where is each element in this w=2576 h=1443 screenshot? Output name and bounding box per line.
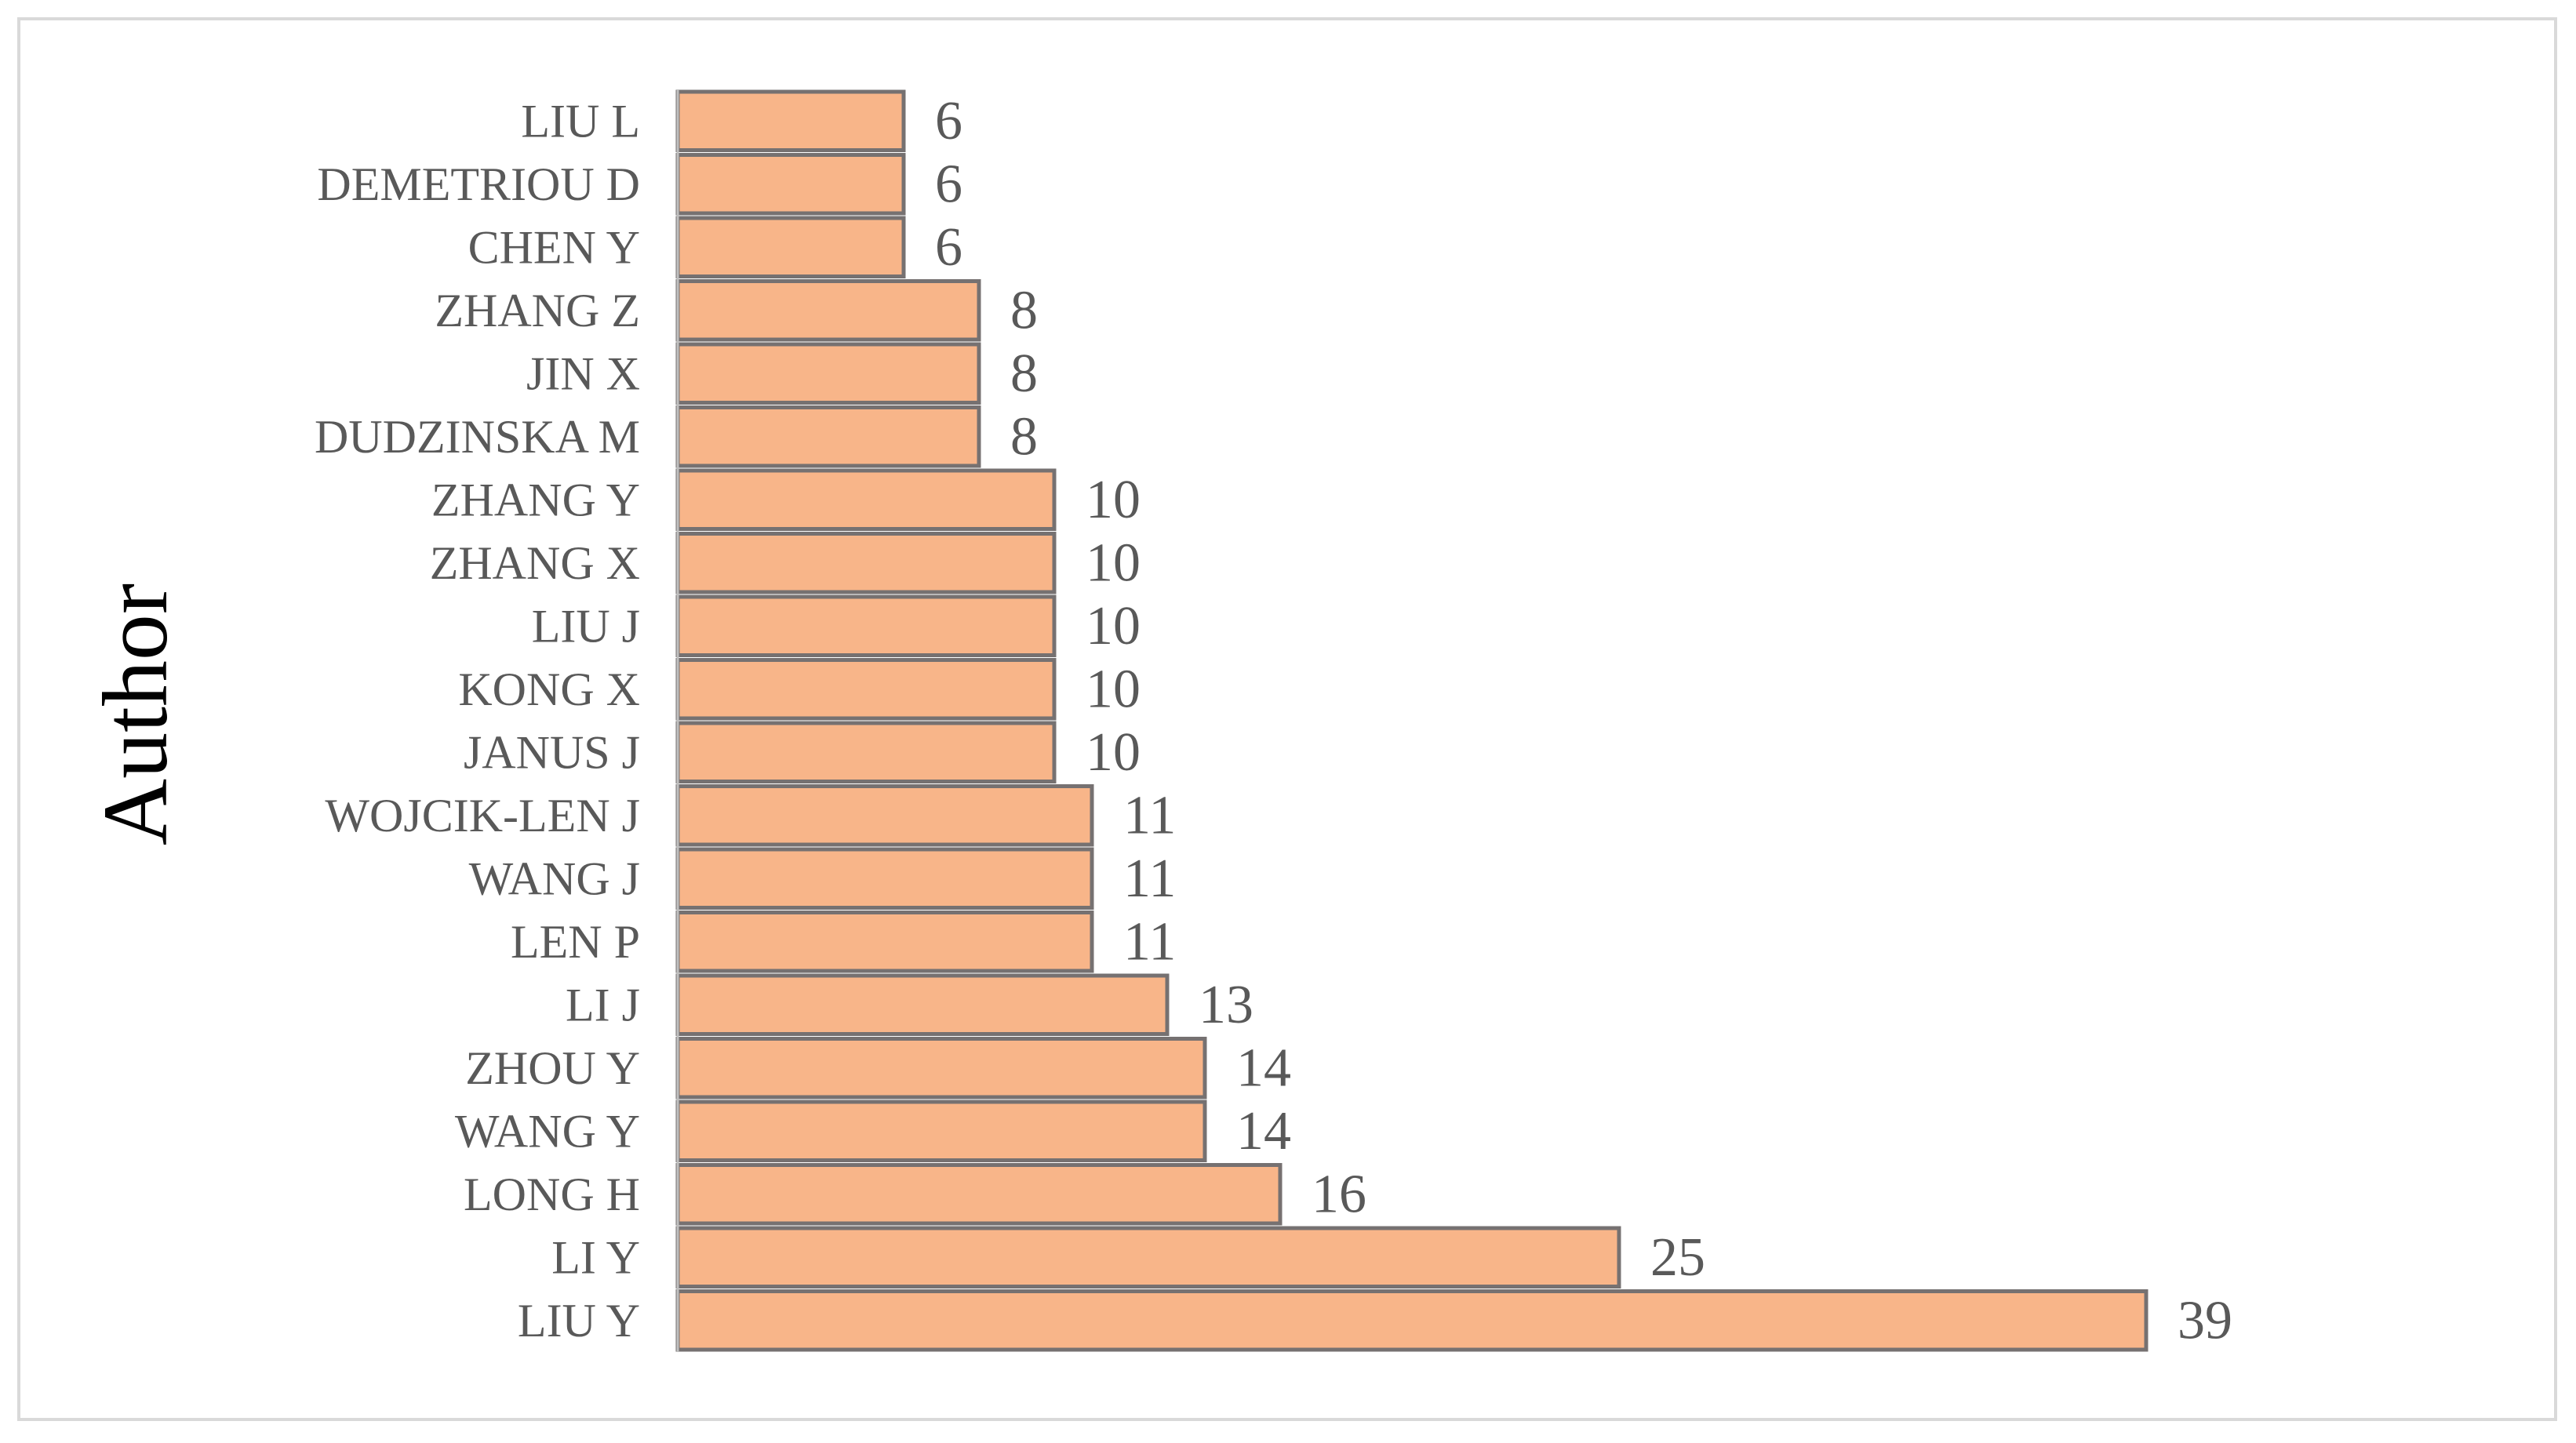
value-label: 8: [1010, 280, 1038, 340]
value-label: 25: [1650, 1227, 1705, 1288]
bar-jin-x: [675, 342, 981, 405]
value-label: 10: [1086, 470, 1141, 530]
bar-liu-j: [675, 594, 1057, 657]
value-label: 6: [935, 154, 962, 214]
category-label: LIU Y: [518, 1295, 640, 1347]
category-label: LEN P: [511, 916, 640, 968]
bar-wang-j: [675, 847, 1094, 910]
category-label: ZHANG X: [430, 537, 640, 589]
value-label: 16: [1312, 1164, 1366, 1224]
category-label: ZHOU Y: [465, 1042, 640, 1094]
bar-wang-y: [675, 1100, 1207, 1162]
bar-zhou-y: [675, 1037, 1207, 1100]
value-label: 10: [1086, 596, 1141, 656]
category-label: DEMETRIOU D: [317, 158, 640, 210]
value-label: 14: [1236, 1038, 1291, 1098]
value-label: 11: [1123, 911, 1176, 972]
bar-len-p: [675, 911, 1094, 973]
value-label: 10: [1086, 659, 1141, 719]
author-bar-chart: Author LIU Y LI Y LONG H WANG Y ZHOU Y LI J LE…: [84, 89, 2232, 1352]
category-label: LONG H: [464, 1169, 640, 1220]
bar-long-h: [675, 1163, 1283, 1226]
category-label: WOJCIK-LEN J: [325, 790, 640, 841]
value-label: 8: [1010, 406, 1038, 467]
bar-liu-l: [675, 89, 906, 152]
bar-zhang-z: [675, 279, 981, 342]
bar-dudzinska-m: [675, 405, 981, 468]
bar-liu-y: [675, 1289, 2148, 1352]
value-label: 39: [2178, 1290, 2232, 1350]
chart-frame: Author LIU Y LI Y LONG H WANG Y ZHOU Y LI J LE…: [17, 17, 2557, 1421]
category-label: JANUS J: [464, 726, 640, 778]
category-label: WANG Y: [455, 1105, 640, 1157]
value-label: 11: [1123, 849, 1176, 909]
category-label: DUDZINSKA M: [315, 411, 640, 463]
value-label: 11: [1123, 785, 1176, 845]
bar-wojcik-len-j: [675, 784, 1094, 847]
category-label: ZHANG Y: [431, 474, 640, 525]
bar-kong-x: [675, 658, 1057, 721]
bar-li-y: [675, 1226, 1621, 1289]
bars-group: [675, 89, 2148, 1352]
value-label: 14: [1236, 1101, 1291, 1161]
category-label: CHEN Y: [468, 221, 640, 273]
bar-demetriou-d: [675, 153, 906, 216]
category-labels-group: LIU Y LI Y LONG H WANG Y ZHOU Y LI J LEN P WANG…: [315, 95, 640, 1347]
bar-zhang-y: [675, 468, 1057, 531]
category-label: LIU L: [521, 95, 640, 147]
category-label: JIN X: [526, 347, 640, 399]
category-label: WANG J: [469, 852, 640, 904]
value-label: 6: [935, 217, 962, 278]
value-label: 8: [1010, 343, 1038, 404]
y-axis-title: Author: [84, 583, 187, 845]
value-label: 6: [935, 91, 962, 151]
bar-janus-j: [675, 721, 1057, 783]
value-label: 10: [1086, 532, 1141, 593]
value-label: 10: [1086, 722, 1141, 783]
bar-zhang-x: [675, 532, 1057, 594]
bar-li-j: [675, 973, 1170, 1036]
bar-chen-y: [675, 216, 906, 278]
value-label: 13: [1199, 975, 1253, 1035]
category-label: KONG X: [458, 663, 640, 715]
category-label: LI J: [566, 979, 640, 1030]
category-label: LI Y: [551, 1231, 640, 1283]
category-label: ZHANG Z: [435, 285, 640, 336]
category-label: LIU J: [532, 600, 640, 652]
